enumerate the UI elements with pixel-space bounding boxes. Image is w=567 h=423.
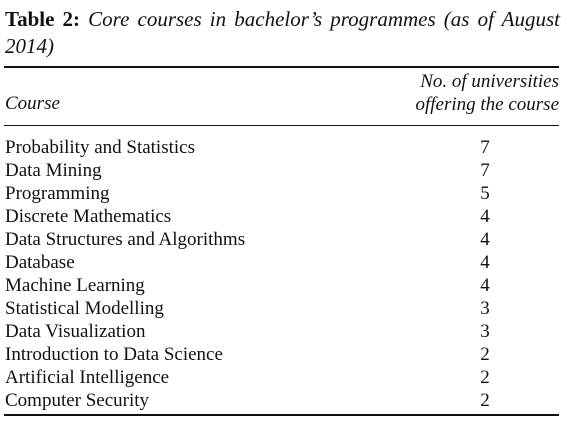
table-caption-text: Core courses in bachelor’s programmes (a… [5,7,560,58]
table-row: Data Structures and Algorithms 4 [5,228,555,251]
table-row: Probability and Statistics 7 [5,136,555,159]
table-caption-label: Table 2: [5,7,81,31]
table-top-rule [4,66,559,68]
course-name: Data Visualization [5,321,146,342]
table-row: Computer Security 2 [5,389,555,412]
university-count: 7 [480,137,490,158]
column-header-count-line2: offering the course [415,94,559,115]
university-count: 3 [480,298,490,319]
course-name: Statistical Modelling [5,298,164,319]
course-name: Machine Learning [5,275,145,296]
university-count: 4 [480,206,490,227]
column-header-count: No. of universities offering the course [415,70,559,116]
university-count: 2 [480,367,490,388]
table-row: Database 4 [5,251,555,274]
course-name: Database [5,252,75,273]
table-row: Data Visualization 3 [5,320,555,343]
course-name: Artificial Intelligence [5,367,170,388]
table-row: Statistical Modelling 3 [5,297,555,320]
university-count: 4 [480,252,490,273]
course-name: Data Structures and Algorithms [5,229,246,250]
table-row: Machine Learning 4 [5,274,555,297]
table-row: Introduction to Data Science 2 [5,343,555,366]
university-count: 7 [480,160,490,181]
column-header-count-line1: No. of universities [420,71,559,92]
table-row: Data Mining 7 [5,159,555,182]
university-count: 2 [480,390,490,411]
table-bottom-rule [4,414,559,416]
university-count: 3 [480,321,490,342]
university-count: 4 [480,275,490,296]
university-count: 2 [480,344,490,365]
table-row: Artificial Intelligence 2 [5,366,555,389]
university-count: 4 [480,229,490,250]
course-name: Computer Security [5,390,150,411]
table-row: Programming 5 [5,182,555,205]
table-row: Discrete Mathematics 4 [5,205,555,228]
course-name: Discrete Mathematics [5,206,172,227]
course-name: Introduction to Data Science [5,344,223,365]
university-count: 5 [480,183,490,204]
table-header-rule [4,125,559,126]
course-name: Programming [5,183,110,204]
course-name: Probability and Statistics [5,137,195,158]
column-header-course: Course [5,93,60,114]
table-caption: Table 2: Core courses in bachelor’s prog… [5,6,560,60]
course-name: Data Mining [5,160,102,181]
table-body: Probability and Statistics 7 Data Mining… [5,136,555,412]
